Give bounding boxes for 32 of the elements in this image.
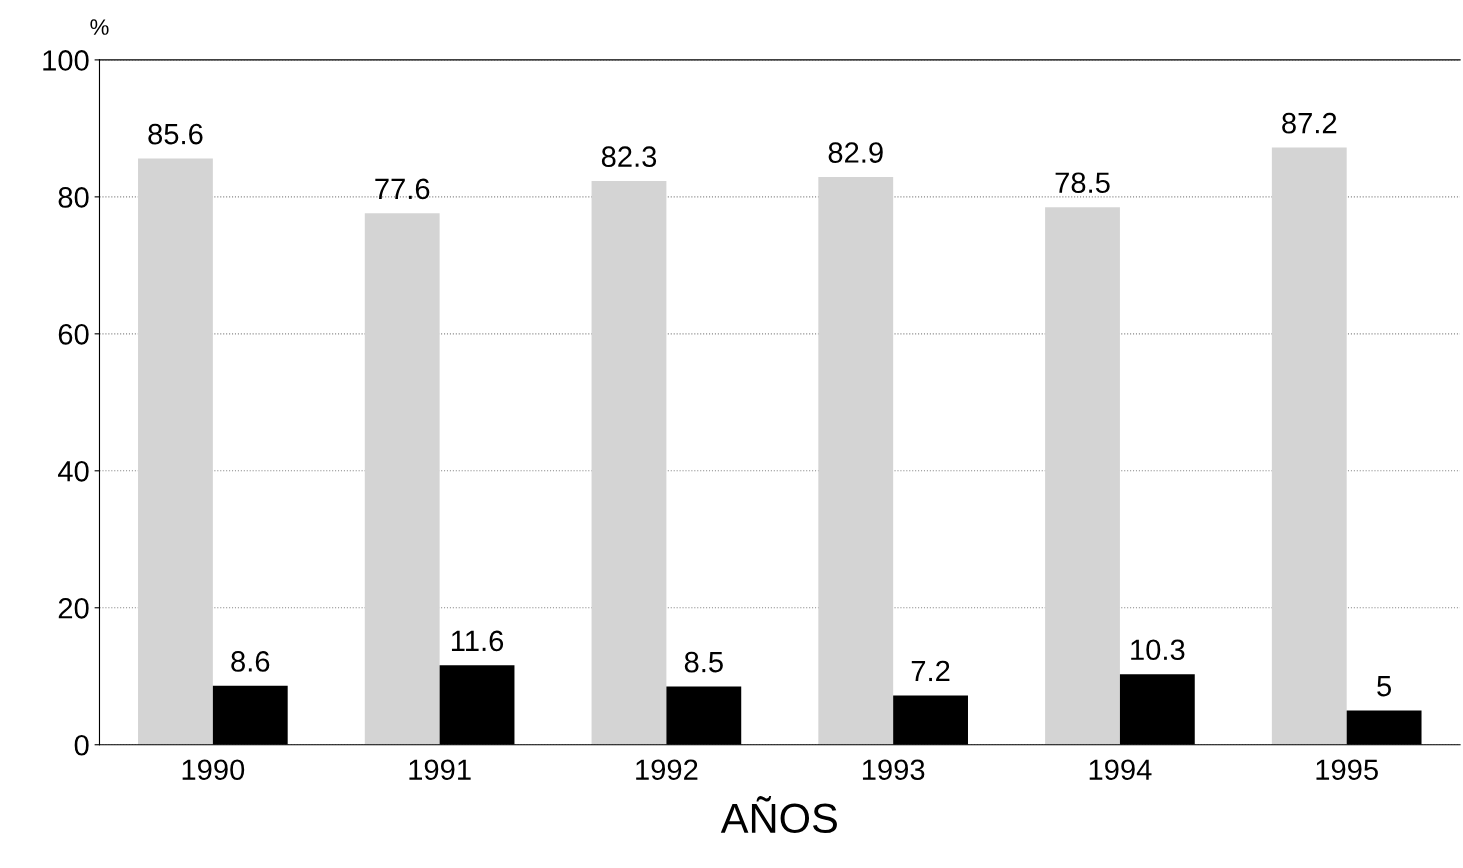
y-axis-title: % [90,19,109,35]
bar [364,213,440,745]
y-tick-label: 0 [74,734,89,756]
y-tick-label: 40 [57,461,89,482]
x-tick-label: 1995 [1316,759,1378,781]
data-label: 87.2 [1282,112,1337,134]
bar [818,177,894,745]
bar [591,181,667,745]
data-label: 78.5 [1055,172,1110,194]
y-tick-label: 100 [43,50,89,71]
data-label: 85.6 [148,123,203,145]
x-tick-label: 1992 [636,759,698,781]
data-label: 10.3 [1131,639,1185,661]
data-label: 11.6 [451,630,504,652]
data-label: 77.6 [375,178,430,200]
y-tick-label: 80 [58,187,89,208]
data-label: 82.9 [828,142,883,163]
bar [1045,207,1120,745]
data-label: 82.3 [601,146,657,168]
data-label: 5 [1377,676,1391,697]
bar [1271,147,1347,745]
x-tick-label: 1994 [1089,759,1152,781]
x-axis-title: AÑOS [720,796,837,834]
x-tick-label: 1991 [409,759,471,781]
y-tick-label: 20 [58,597,89,619]
data-label: 7.2 [911,660,950,682]
data-label: 8.5 [684,651,723,673]
bar [138,158,213,745]
x-tick-label: 1993 [862,759,925,781]
data-label: 8.6 [231,651,270,672]
y-tick-label: 60 [58,324,89,345]
x-tick-label: 1990 [182,759,245,781]
